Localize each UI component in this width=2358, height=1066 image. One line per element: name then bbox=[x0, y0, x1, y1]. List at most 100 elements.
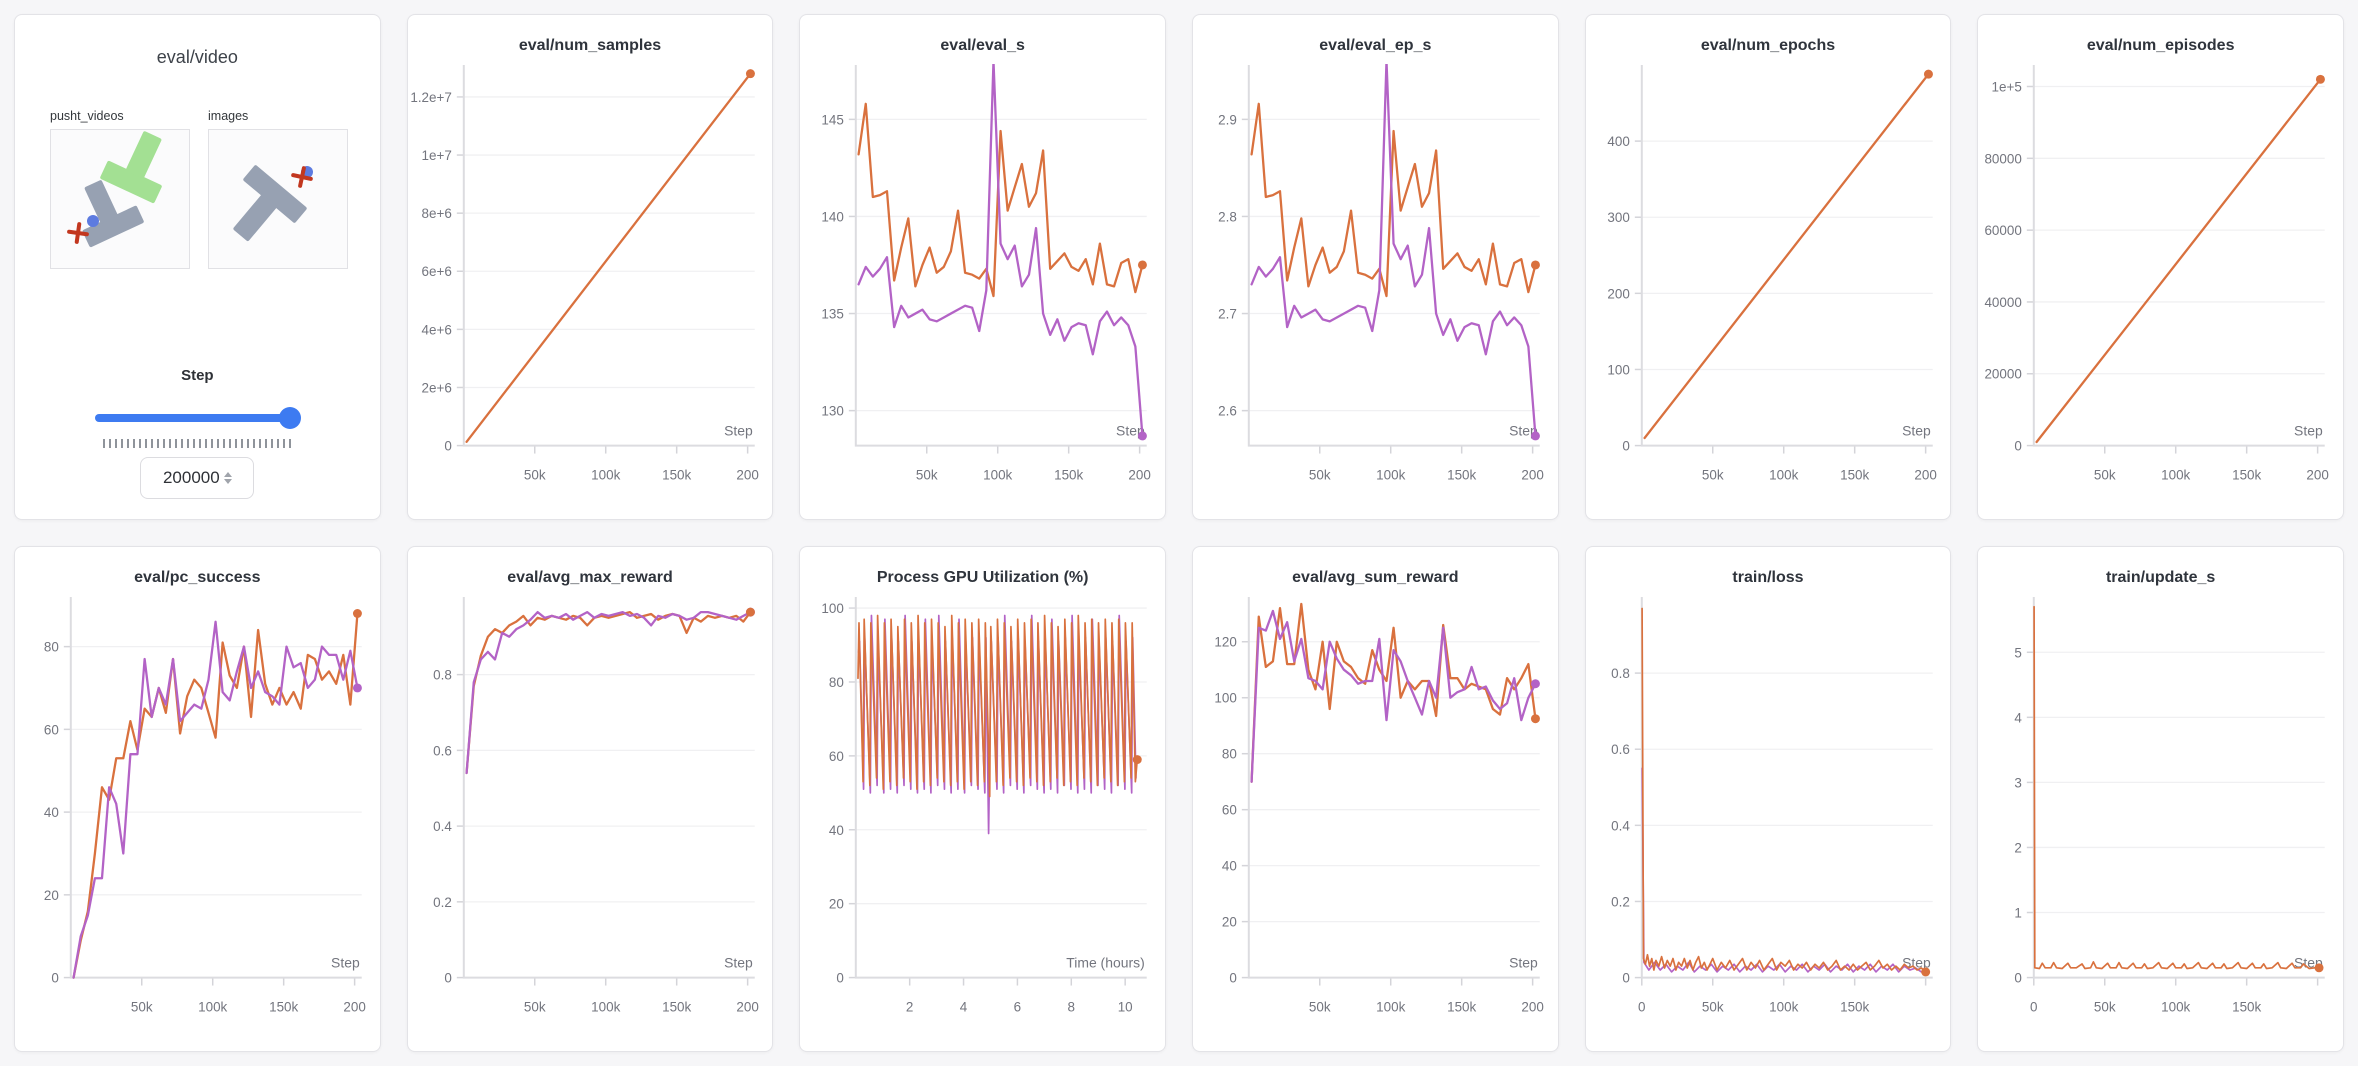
step-number-input[interactable]: 200000 bbox=[140, 457, 255, 499]
series-line-orange bbox=[1250, 102, 1537, 298]
y-tick-label: 100 bbox=[822, 601, 844, 616]
chart-title: eval/num_samples bbox=[518, 37, 662, 54]
x-tick-label: 200 bbox=[2307, 467, 2329, 482]
chart-canvas-avg-max-reward[interactable]: 0 0.2 0.4 0.6 0.8 50k 100k 150k 200 Step bbox=[408, 591, 773, 1039]
x-tick-label: 50k bbox=[524, 999, 546, 1014]
x-tick-label: 150k bbox=[1447, 467, 1476, 482]
x-axis-label: Step bbox=[1509, 955, 1538, 971]
x-tick-label: 150k bbox=[2232, 999, 2261, 1014]
y-tick-label: 130 bbox=[822, 404, 844, 419]
panel-train-update-s[interactable]: train/update_s 0 1 2 3 4 5 0 50k 100k 150k Step bbox=[1977, 546, 2344, 1052]
series-line-purple bbox=[1250, 609, 1537, 783]
series-line-orange bbox=[1640, 607, 1927, 973]
y-tick-label: 8e+6 bbox=[421, 206, 451, 221]
x-tick-label: 10 bbox=[1118, 999, 1133, 1014]
step-slider-track[interactable] bbox=[95, 414, 300, 422]
series-line-purple bbox=[1250, 63, 1537, 438]
y-tick-label: 1.2e+7 bbox=[410, 90, 451, 105]
axes bbox=[462, 64, 755, 447]
video-thumbnail-pusht[interactable] bbox=[50, 129, 190, 269]
chart-canvas-eval-ep-s[interactable]: 2.6 2.7 2.8 2.9 50k 100k 150k 200 Step bbox=[1193, 59, 1558, 507]
video-thumbnail-images[interactable] bbox=[208, 129, 348, 269]
step-slider-label: Step bbox=[181, 367, 214, 384]
chart-canvas-num-episodes[interactable]: 0 20000 40000 60000 80000 1e+5 50k 100k 150k 200 S… bbox=[1978, 59, 2343, 507]
step-value[interactable]: 200000 bbox=[162, 468, 220, 487]
y-tick-label: 40 bbox=[829, 823, 844, 838]
decrement-arrow-icon[interactable] bbox=[223, 479, 232, 484]
x-axis-label: Step bbox=[1509, 423, 1538, 439]
stepper-arrows[interactable] bbox=[223, 472, 232, 484]
y-tick-label: 1e+7 bbox=[421, 148, 451, 163]
y-tick-label: 200 bbox=[1607, 286, 1629, 301]
x-tick-label: 8 bbox=[1068, 999, 1075, 1014]
step-slider[interactable] bbox=[95, 407, 302, 429]
x-tick-label: 100k bbox=[2161, 467, 2190, 482]
end-point-marker-purple bbox=[1138, 431, 1148, 441]
x-tick-label: 150k bbox=[1054, 467, 1083, 482]
y-tick-label: 0.4 bbox=[1611, 818, 1630, 833]
x-tick-label: 0 bbox=[2030, 999, 2037, 1014]
panel-num-episodes[interactable]: eval/num_episodes 0 20000 40000 60000 80000 1e… bbox=[1977, 14, 2344, 520]
axes bbox=[855, 64, 1148, 447]
end-point-marker-orange bbox=[1530, 260, 1540, 270]
y-tick-label: 20 bbox=[829, 897, 844, 912]
axes bbox=[2033, 64, 2326, 447]
panel-eval-ep-s[interactable]: eval/eval_ep_s 2.6 2.7 2.8 2.9 50k 100k 150k 200… bbox=[1191, 14, 1559, 520]
y-tick-label: 5 bbox=[2015, 645, 2022, 660]
chart-canvas-gpu-util[interactable]: 0 20 40 60 80 100 2 4 6 8 10 Time (hours) bbox=[800, 591, 1165, 1039]
x-tick-label: 100k bbox=[198, 999, 227, 1014]
chart-canvas-train-loss[interactable]: 0 0.2 0.4 0.6 0.8 0 50k 100k 150k Step bbox=[1586, 591, 1951, 1039]
chart-title: eval/eval_s bbox=[940, 37, 1025, 54]
x-tick-label: 200 bbox=[736, 467, 758, 482]
panel-train-loss[interactable]: train/loss 0 0.2 0.4 0.6 0.8 0 50k 100k 150k Step bbox=[1584, 546, 1952, 1052]
x-axis-label: Time (hours) bbox=[1067, 955, 1145, 971]
x-tick-label: 150k bbox=[1840, 999, 1869, 1014]
panel-pc-success[interactable]: eval/pc_success 0 20 40 60 80 50k 100k 150k 200 St… bbox=[14, 546, 381, 1052]
panel-avg-sum-reward[interactable]: eval/avg_sum_reward 0 20 40 60 80 100 120 50k 100… bbox=[1191, 546, 1559, 1052]
end-point-marker-orange bbox=[1138, 260, 1148, 270]
chart-canvas-num-samples[interactable]: 0 2e+6 4e+6 6e+6 8e+6 1e+7 1.2e+7 50k 100k 150k 20… bbox=[408, 59, 773, 507]
chart-canvas-avg-sum-reward[interactable]: 0 20 40 60 80 100 120 50k 100k 150k 200 Step bbox=[1193, 591, 1558, 1039]
chart-canvas-pc-success[interactable]: 0 20 40 60 80 50k 100k 150k 200 Step bbox=[15, 591, 380, 1039]
panel-gpu-util[interactable]: Process GPU Utilization (%) 0 20 40 60 80 100 2… bbox=[799, 546, 1166, 1052]
panel-avg-max-reward[interactable]: eval/avg_max_reward 0 0.2 0.4 0.6 0.8 50k 100k 1… bbox=[406, 546, 774, 1052]
chart-canvas-eval-s[interactable]: 130 135 140 145 50k 100k 150k 200 Step bbox=[800, 59, 1165, 507]
panel-num-epochs[interactable]: eval/num_epochs 0 100 200 300 400 50k 100k 150k 2… bbox=[1584, 14, 1952, 520]
y-tick-label: 300 bbox=[1607, 210, 1629, 225]
chart-title: train/loss bbox=[1732, 569, 1804, 586]
goal-cross-icon bbox=[67, 222, 89, 244]
x-axis-label: Step bbox=[1902, 955, 1931, 971]
y-tick-label: 4 bbox=[2015, 710, 2023, 725]
y-tick-label: 0.8 bbox=[1611, 666, 1630, 681]
panel-eval-video[interactable]: eval/video pusht_videos images bbox=[14, 14, 381, 520]
y-tick-label: 20 bbox=[44, 888, 59, 903]
agent-dot-icon bbox=[87, 215, 99, 227]
step-slider-thumb[interactable] bbox=[279, 407, 302, 429]
media-panel-title: eval/video bbox=[156, 47, 238, 67]
series-line-orange bbox=[857, 614, 1139, 798]
y-tick-label: 0 bbox=[444, 439, 451, 454]
x-tick-label: 150k bbox=[662, 999, 691, 1014]
series-line-orange bbox=[465, 610, 752, 775]
goal-cross-icon bbox=[291, 166, 313, 188]
x-tick-label: 50k bbox=[1309, 467, 1331, 482]
x-tick-label: 4 bbox=[960, 999, 968, 1014]
x-tick-label: 100k bbox=[1769, 467, 1798, 482]
x-axis-label: Step bbox=[331, 955, 360, 971]
panel-eval-s[interactable]: eval/eval_s 130 135 140 145 50k 100k 150k 200 Ste… bbox=[799, 14, 1166, 520]
panel-num-samples[interactable]: eval/num_samples 0 2e+6 4e+6 6e+6 8e+6 1e+7 1.2… bbox=[406, 14, 774, 520]
series-line-orange bbox=[72, 612, 359, 979]
x-tick-label: 100k bbox=[1376, 467, 1405, 482]
series-line-orange bbox=[1250, 602, 1537, 783]
y-tick-label: 0 bbox=[51, 971, 58, 986]
increment-arrow-icon[interactable] bbox=[223, 472, 232, 477]
x-tick-label: 100k bbox=[1769, 999, 1798, 1014]
y-tick-label: 0 bbox=[2015, 971, 2022, 986]
x-tick-label: 200 bbox=[1521, 467, 1543, 482]
x-axis-label: Step bbox=[724, 955, 753, 971]
y-tick-label: 0.2 bbox=[433, 895, 452, 910]
y-tick-label: 80 bbox=[1222, 747, 1237, 762]
series-line-purple bbox=[465, 610, 752, 775]
chart-canvas-num-epochs[interactable]: 0 100 200 300 400 50k 100k 150k 200 Step bbox=[1586, 59, 1951, 507]
